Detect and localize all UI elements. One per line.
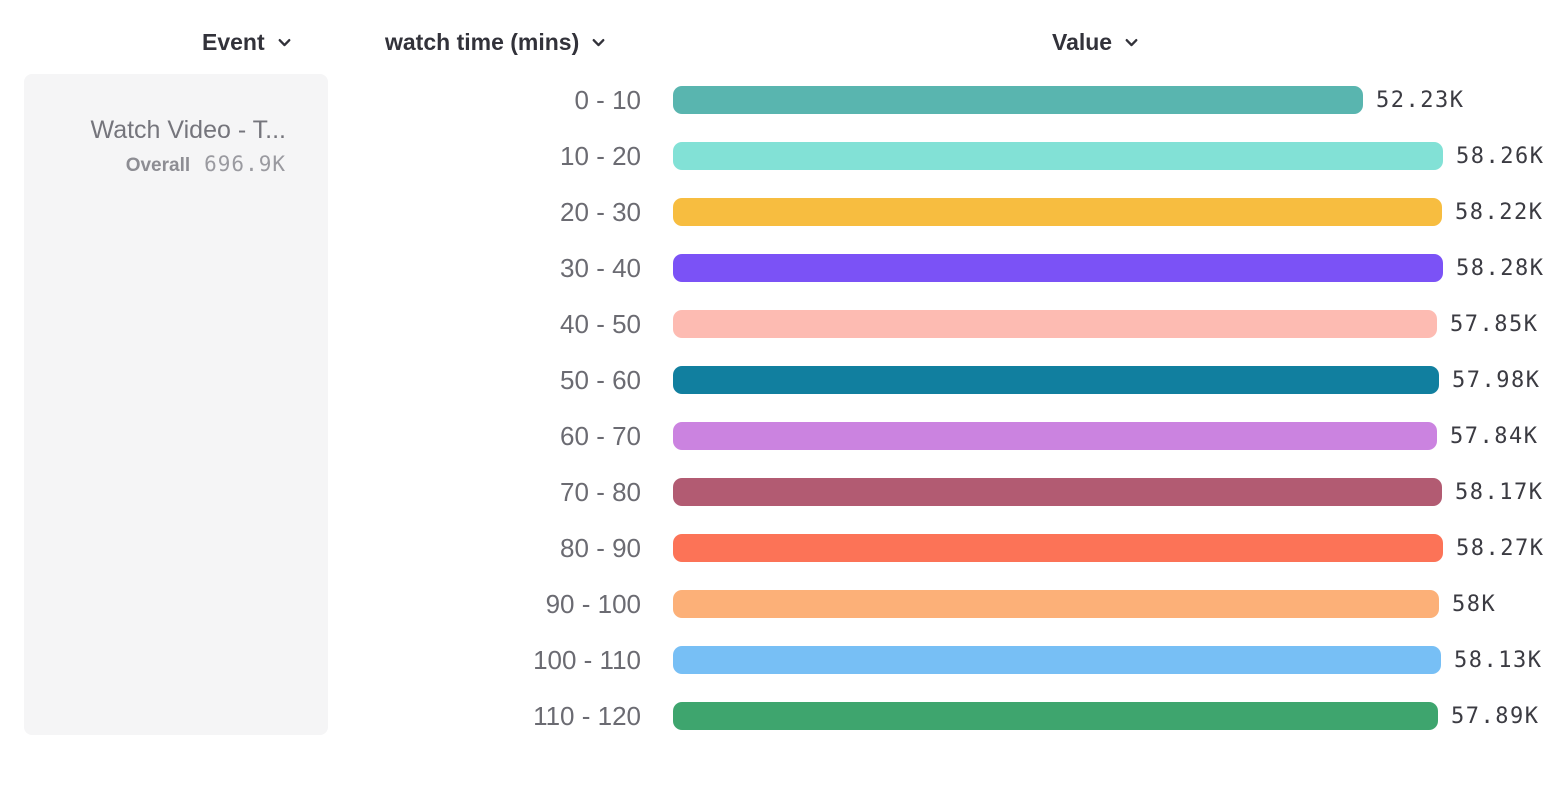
bar-segment[interactable] <box>673 310 1437 338</box>
event-column-label: Event <box>202 28 265 55</box>
chart-row: 100 - 110 58.13K <box>0 632 1568 688</box>
bucket-label: 100 - 110 <box>533 644 641 675</box>
bar-value-label: 57.89K <box>1451 703 1540 729</box>
bar-segment[interactable] <box>673 422 1437 450</box>
bucket-label: 0 - 10 <box>574 84 642 115</box>
overall-value: 696.9K <box>204 152 286 176</box>
event-card[interactable]: Watch Video - T... Overall 696.9K <box>24 74 328 735</box>
event-column-dropdown[interactable]: Event <box>202 28 293 56</box>
chevron-down-icon <box>276 30 293 57</box>
bar-value-label: 58K <box>1452 591 1497 617</box>
bar-value-label: 57.84K <box>1450 423 1539 449</box>
bar-segment[interactable] <box>673 590 1439 618</box>
event-title: Watch Video - T... <box>90 116 286 144</box>
chart-row: 40 - 50 57.85K <box>0 296 1568 352</box>
chevron-down-icon <box>590 30 607 57</box>
bar-segment[interactable] <box>673 198 1442 226</box>
chevron-down-icon <box>1123 30 1140 57</box>
bucket-label: 90 - 100 <box>545 588 641 619</box>
bar-value-label: 58.13K <box>1454 647 1543 673</box>
bar-chart: 0 - 10 52.23K 10 - 20 58.26K 20 - 30 58.22K 30… <box>0 72 1568 744</box>
overall-label: Overall <box>125 155 191 176</box>
breakdown-column-label: watch time (mins) <box>385 28 580 55</box>
value-column-dropdown[interactable]: Value <box>1052 28 1140 56</box>
chart-row: 70 - 80 58.17K <box>0 464 1568 520</box>
bucket-label: 110 - 120 <box>533 700 641 731</box>
breakdown-column-dropdown[interactable]: watch time (mins) <box>385 28 607 56</box>
bucket-label: 60 - 70 <box>560 420 641 451</box>
bucket-label: 70 - 80 <box>560 476 641 507</box>
bucket-label: 30 - 40 <box>560 252 641 283</box>
bar-segment[interactable] <box>673 254 1443 282</box>
bar-segment[interactable] <box>673 86 1363 114</box>
chart-row: 80 - 90 58.27K <box>0 520 1568 576</box>
value-column-label: Value <box>1052 28 1113 55</box>
bar-segment[interactable] <box>673 478 1442 506</box>
bar-segment[interactable] <box>673 534 1443 562</box>
chart-row: 30 - 40 58.28K <box>0 240 1568 296</box>
chart-row: 10 - 20 58.26K <box>0 128 1568 184</box>
bucket-label: 80 - 90 <box>560 532 641 563</box>
bar-value-label: 52.23K <box>1376 87 1465 113</box>
chart-row: 50 - 60 57.98K <box>0 352 1568 408</box>
bar-value-label: 58.26K <box>1456 143 1545 169</box>
bar-value-label: 58.28K <box>1456 255 1545 281</box>
bar-value-label: 58.27K <box>1456 535 1545 561</box>
bucket-label: 50 - 60 <box>560 364 641 395</box>
chart-row: 90 - 100 58K <box>0 576 1568 632</box>
bar-value-label: 57.98K <box>1452 367 1541 393</box>
bucket-label: 40 - 50 <box>560 308 641 339</box>
bar-value-label: 57.85K <box>1450 311 1539 337</box>
bucket-label: 20 - 30 <box>560 196 641 227</box>
bar-segment[interactable] <box>673 646 1441 674</box>
bucket-label: 10 - 20 <box>560 140 641 171</box>
bar-segment[interactable] <box>673 366 1439 394</box>
bar-segment[interactable] <box>673 702 1438 730</box>
chart-row: 0 - 10 52.23K <box>0 72 1568 128</box>
bar-value-label: 58.17K <box>1455 479 1544 505</box>
bar-value-label: 58.22K <box>1455 199 1544 225</box>
chart-row: 110 - 120 57.89K <box>0 688 1568 744</box>
chart-row: 20 - 30 58.22K <box>0 184 1568 240</box>
chart-row: 60 - 70 57.84K <box>0 408 1568 464</box>
event-overall-row: Overall 696.9K <box>24 152 286 177</box>
bar-segment[interactable] <box>673 142 1443 170</box>
